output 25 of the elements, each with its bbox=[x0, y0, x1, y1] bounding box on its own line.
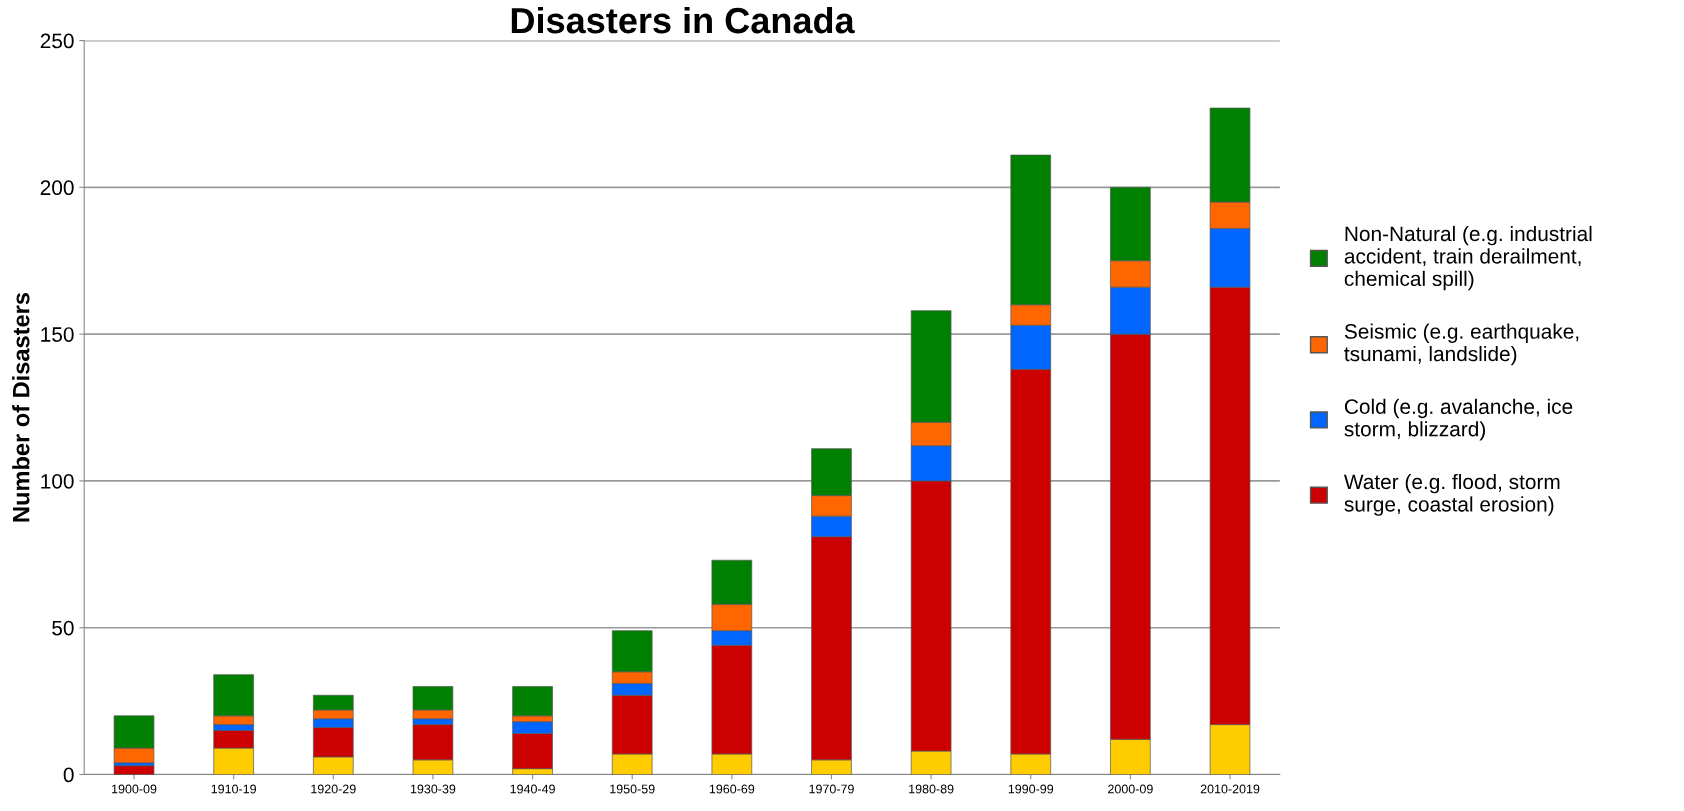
x-tick-label: 2010-2019 bbox=[1200, 784, 1260, 794]
x-tick-label: 1910-19 bbox=[211, 784, 256, 794]
x-tick-label: 2000-09 bbox=[1108, 784, 1153, 794]
x-tick-label: 1940-49 bbox=[510, 784, 555, 794]
x-tick-label: 1990-99 bbox=[1008, 784, 1054, 794]
x-tick-label: 1930-39 bbox=[410, 784, 456, 794]
y-tick-label: 250 bbox=[40, 33, 74, 49]
y-tick-label: 50 bbox=[52, 620, 74, 636]
y-tick-label: 0 bbox=[63, 767, 74, 783]
x-tick-label: 1980-89 bbox=[909, 784, 954, 794]
legend-label: Water (e.g. flood, storm surge, coastal erosion) bbox=[1343, 473, 1560, 516]
y-tick-label: 100 bbox=[41, 473, 74, 489]
y-tick-label: 200 bbox=[40, 180, 74, 196]
legend-label: Cold (e.g. avalanche, ice storm, blizzard) bbox=[1344, 398, 1573, 441]
legend-label: Non-Natural (e.g. industrial accident, train derailment, chemical spill) bbox=[1344, 225, 1592, 291]
y-tick-label: 150 bbox=[41, 327, 74, 342]
x-tick-label: 1960-69 bbox=[709, 784, 755, 794]
chart-title: Disasters in Canada bbox=[511, 6, 855, 34]
x-tick-label: 1970-79 bbox=[809, 784, 854, 794]
legend-label: Seismic (e.g. earthquake, tsunami, landslide) bbox=[1344, 323, 1579, 366]
x-tick-label: 1950-59 bbox=[610, 784, 655, 794]
x-tick-label: 1900-09 bbox=[112, 784, 157, 794]
bar bbox=[113, 765, 155, 775]
y-axis-title: Number of Disasters bbox=[12, 293, 30, 522]
x-tick-label: 1920-29 bbox=[311, 784, 356, 794]
